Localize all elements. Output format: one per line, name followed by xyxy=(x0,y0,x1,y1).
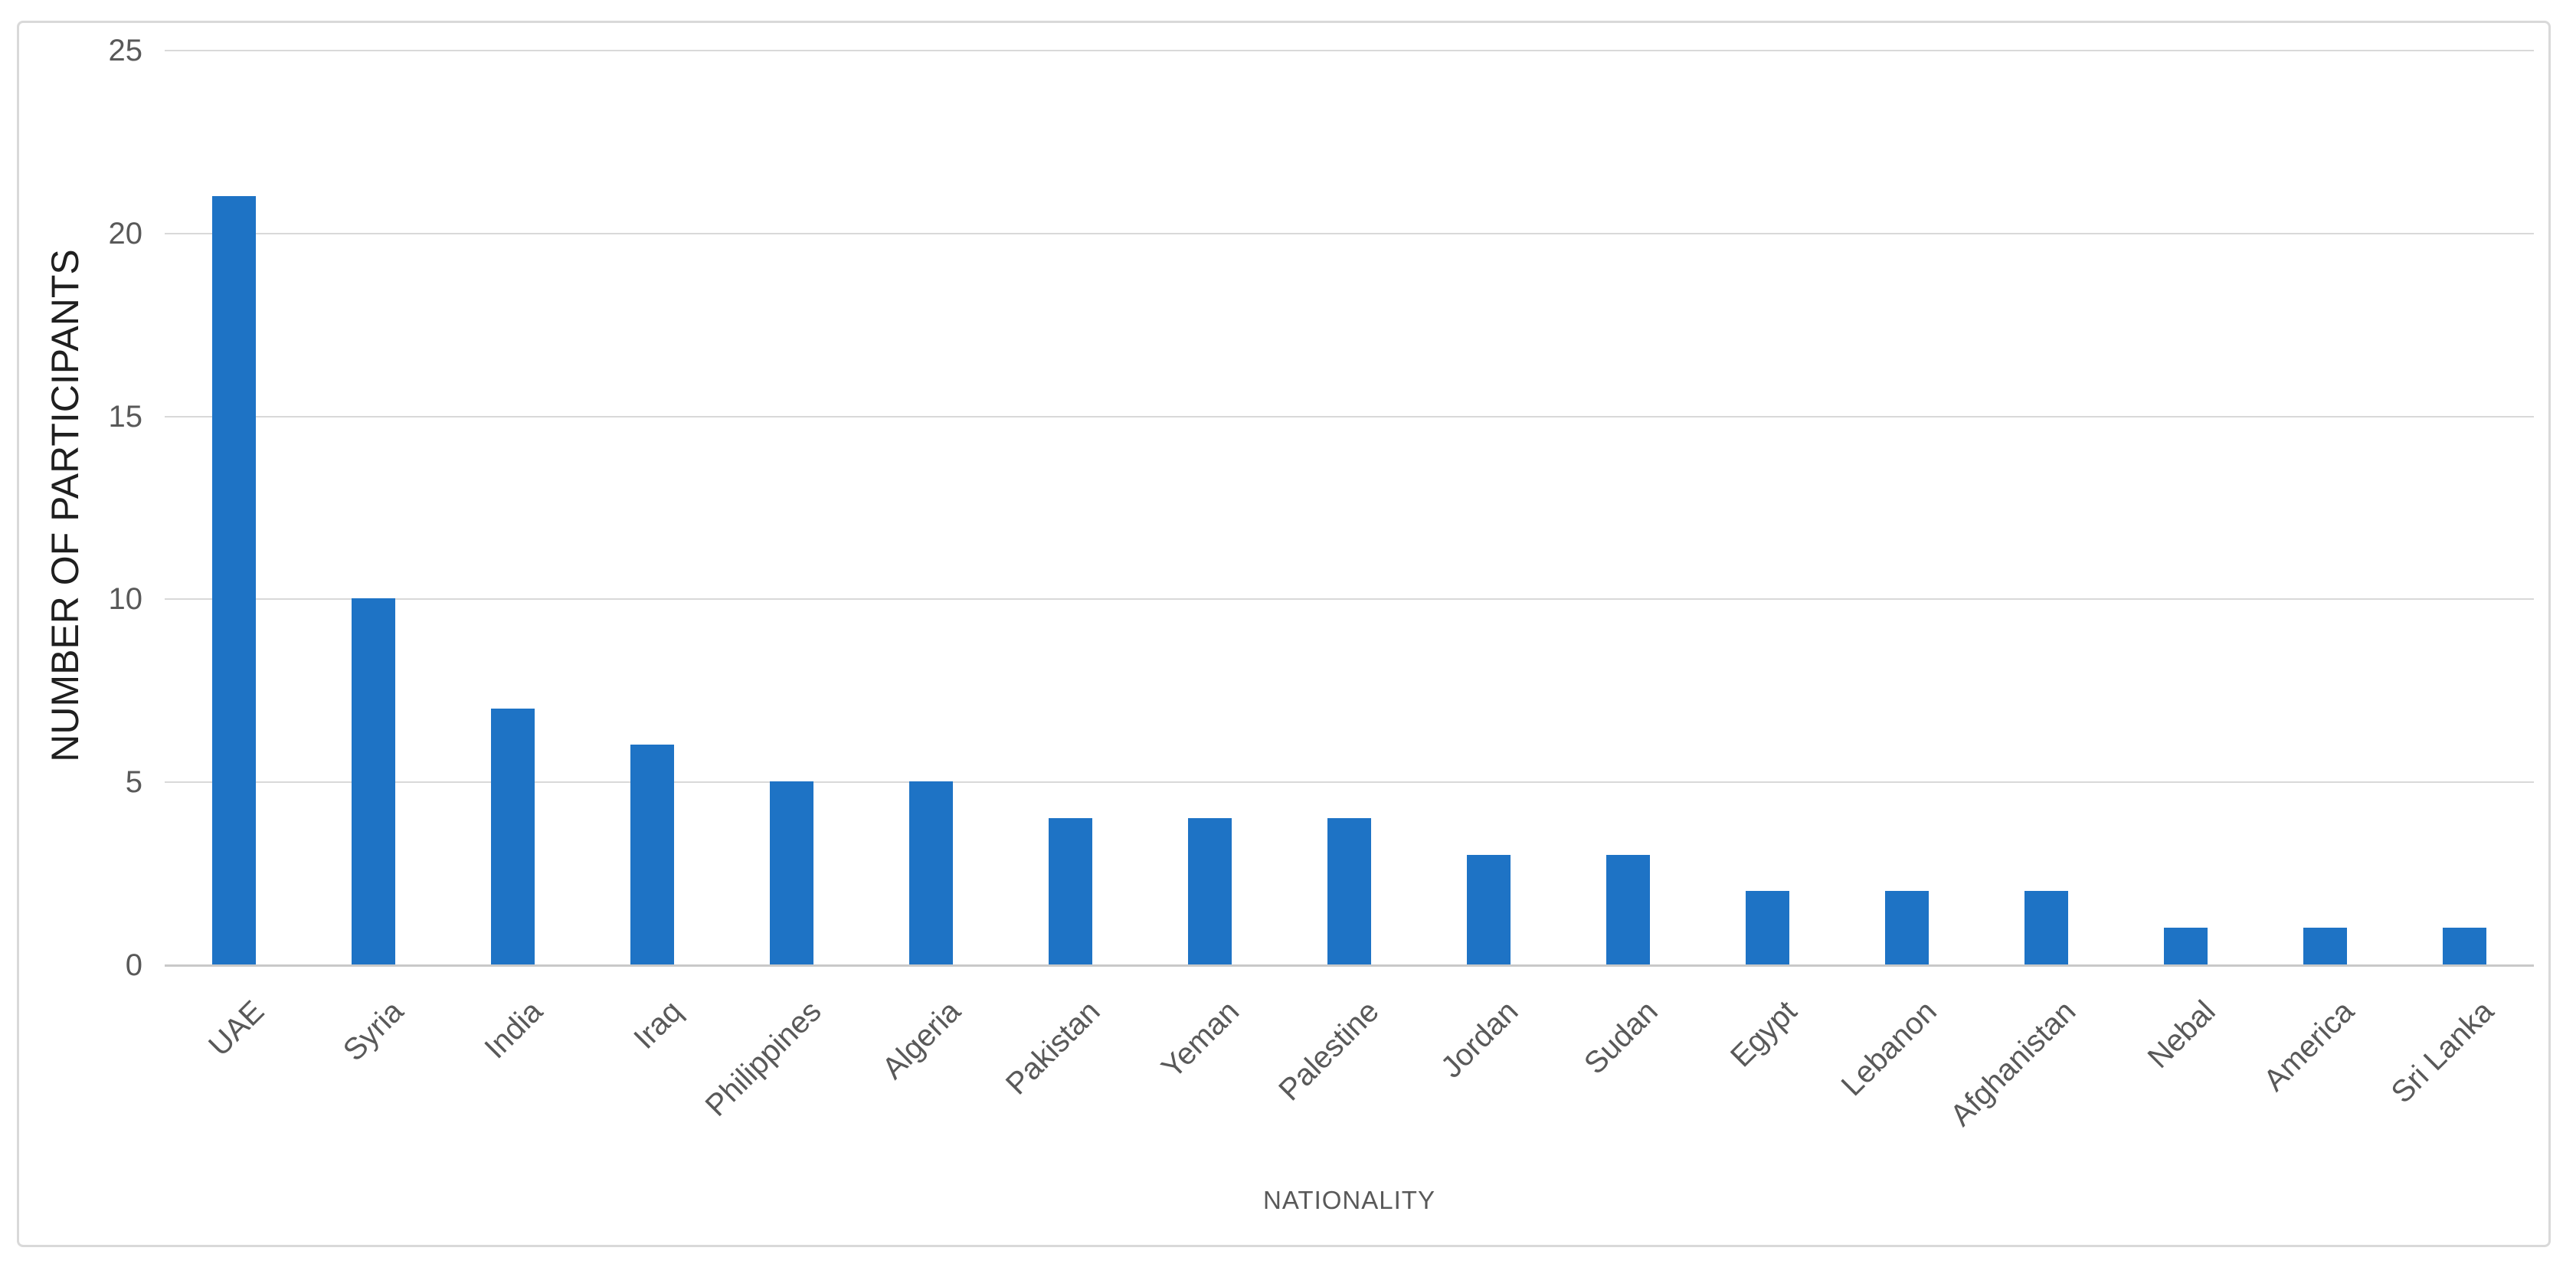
y-axis-title: NUMBER OF PARTICIPANTS xyxy=(44,249,87,762)
y-tick-label: 20 xyxy=(108,217,143,250)
gridline xyxy=(165,781,2534,783)
gridline xyxy=(165,50,2534,51)
bar xyxy=(1327,818,1371,964)
bar xyxy=(212,196,256,964)
y-tick-label: 0 xyxy=(125,948,142,982)
bar xyxy=(2164,928,2208,964)
bar xyxy=(352,598,395,964)
bar xyxy=(1467,855,1511,964)
gridline xyxy=(165,233,2534,234)
bar xyxy=(1746,891,1789,964)
bar xyxy=(630,745,674,964)
gridline xyxy=(165,416,2534,417)
bar xyxy=(1188,818,1232,964)
chart-area-border xyxy=(17,21,2551,1247)
x-axis-line xyxy=(165,964,2534,967)
bar xyxy=(2024,891,2068,964)
y-tick-label: 15 xyxy=(108,400,143,434)
y-tick-label: 10 xyxy=(108,582,143,616)
bar xyxy=(1885,891,1929,964)
bar xyxy=(491,709,535,964)
bar xyxy=(909,781,953,964)
bar xyxy=(1606,855,1650,964)
y-tick-label: 5 xyxy=(125,765,142,799)
x-axis-title: NATIONALITY xyxy=(1263,1186,1435,1214)
gridline xyxy=(165,598,2534,600)
bar xyxy=(2303,928,2347,964)
y-tick-label: 25 xyxy=(108,34,143,67)
bar xyxy=(1049,818,1092,964)
bar xyxy=(2443,928,2486,964)
bar xyxy=(770,781,813,964)
